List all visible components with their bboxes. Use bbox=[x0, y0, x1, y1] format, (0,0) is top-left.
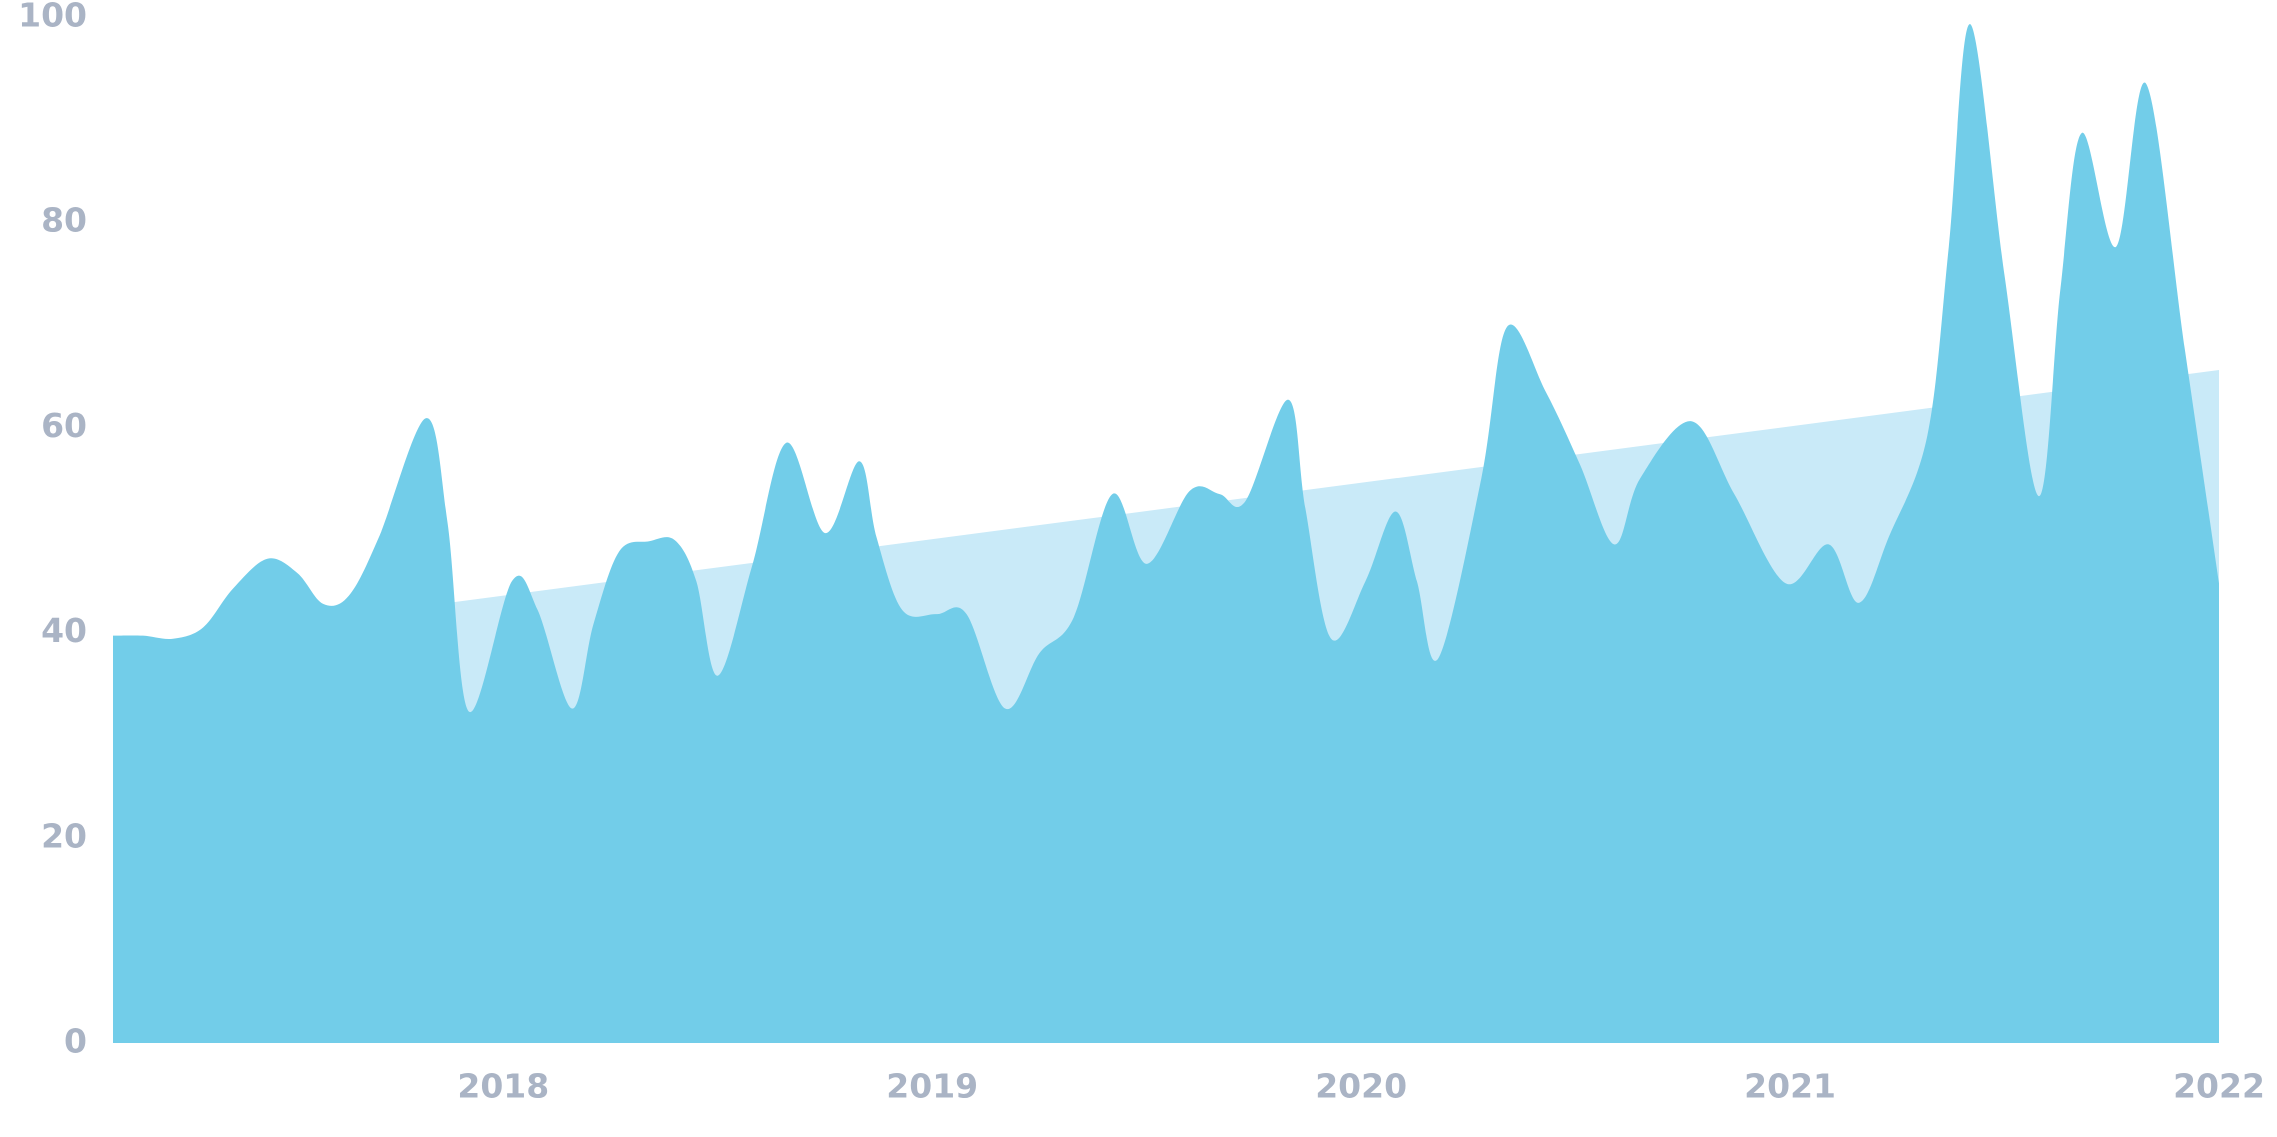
y-tick-label: 0 bbox=[64, 1022, 87, 1061]
y-tick-label: 100 bbox=[18, 0, 87, 35]
y-tick-label: 60 bbox=[41, 406, 87, 445]
x-tick-label: 2018 bbox=[457, 1067, 549, 1106]
x-tick-label: 2020 bbox=[1315, 1067, 1407, 1106]
x-tick-label: 2021 bbox=[1744, 1067, 1836, 1106]
x-tick-label: 2019 bbox=[886, 1067, 978, 1106]
area bbox=[113, 24, 2219, 1044]
y-tick-label: 80 bbox=[41, 201, 87, 240]
x-tick-label: 2022 bbox=[2173, 1067, 2265, 1106]
y-tick-label: 20 bbox=[41, 816, 87, 855]
y-tick-label: 40 bbox=[41, 611, 87, 650]
